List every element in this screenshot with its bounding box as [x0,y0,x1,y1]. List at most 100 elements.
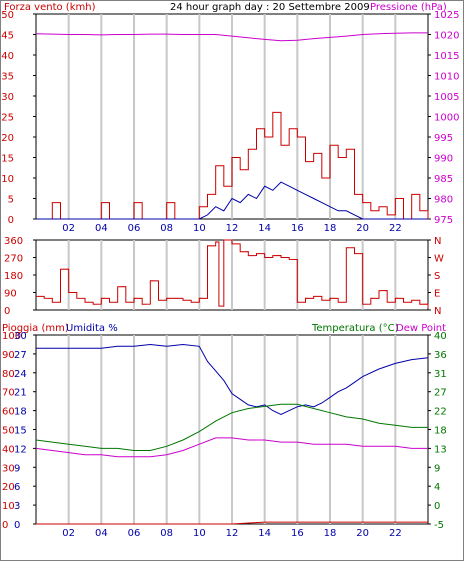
rain-tick-label: 30 [2,463,15,474]
compass-tick-label: W [434,254,444,265]
temperature-axis-title: Temperatura (°C) [311,323,399,334]
wind-tick-label: 40 [1,51,14,62]
x-tick-label: 08 [160,223,173,234]
rain-tick-label: 60 [2,407,15,418]
humidity-tick-label: 18 [14,407,27,418]
series-line-raffica [36,181,428,220]
pressure-tick-label: 975 [434,215,453,226]
humidity-tick-label: 12 [14,444,27,455]
humidity-tick-label: 24 [14,369,27,380]
humidity-tick-label: 9 [14,463,20,474]
compass-tick-label: S [434,271,440,282]
rain-tick-label: 40 [2,444,15,455]
wind-tick-label: 25 [1,113,14,124]
x-tick-label: 10 [193,528,206,539]
x-tick-label: 02 [62,528,75,539]
pressure-tick-label: 1010 [434,72,459,83]
x-tick-label: 20 [356,223,369,234]
x-tick-label: 06 [128,528,141,539]
pressure-tick-label: 1020 [434,31,459,42]
series-line-pressione-hpa- [35,32,428,42]
pressure-tick-label: 1005 [434,92,459,103]
x-tick-label: 16 [291,528,304,539]
humidity-axis-title: Umidita % [66,323,118,334]
series-line-umidita- [36,343,429,415]
rain-tick-label: 10 [2,501,15,512]
dewpoint-axis-title: Dew Point [396,323,446,334]
rain-tick-label: 70 [2,388,15,399]
direction-tick-label: 0 [4,306,10,317]
x-tick-label: 10 [193,223,206,234]
x-tick-label: 04 [95,528,108,539]
rain-tick-label: 100 [2,331,21,342]
temperature-tick-label: 36 [434,350,447,361]
wind-tick-label: 30 [1,92,14,103]
wind-tick-label: 35 [1,72,14,83]
direction-tick-label: 90 [4,289,17,300]
x-tick-label: 04 [95,223,108,234]
wind-tick-label: 20 [1,133,14,144]
temperature-tick-label: 4 [434,482,440,493]
humidity-tick-label: 6 [14,482,20,493]
x-tick-label: 12 [226,223,239,234]
pressure-tick-label: 990 [434,154,453,165]
rain-tick-label: 50 [2,426,15,437]
series-line-direzione-vento [35,239,429,309]
series-line-pioggia-mm- [36,521,428,525]
pressure-tick-label: 980 [434,195,453,206]
compass-tick-label: N [434,236,441,247]
x-tick-label: 02 [62,223,75,234]
pressure-tick-label: 995 [434,133,453,144]
pressure-tick-label: 985 [434,174,453,185]
wind-axis-title: Forza vento (kmh) [4,2,96,13]
wind-tick-label: 50 [1,10,14,21]
temperature-tick-label: 40 [434,331,447,342]
wind-tick-label: 45 [1,31,14,42]
direction-tick-label: 180 [4,271,23,282]
temperature-tick-label: 18 [434,426,447,437]
x-tick-label: 22 [389,528,402,539]
x-tick-label: 08 [160,528,173,539]
pressure-tick-label: 1015 [434,51,459,62]
compass-tick-label: N [434,306,441,317]
wind-tick-label: 10 [1,174,14,185]
rain-axis-title: Pioggia (mm) [2,323,69,334]
humidity-tick-label: 21 [14,388,27,399]
temperature-tick-label: 27 [434,388,447,399]
temperature-tick-label: -5 [434,520,444,531]
humidity-tick-label: 15 [14,426,27,437]
compass-tick-label: E [434,289,440,300]
x-tick-label: 18 [324,528,337,539]
chart-title: 24 hour graph day : 20 Settembre 2009 [170,2,370,13]
x-tick-label: 14 [258,528,271,539]
rain-tick-label: 0 [2,520,8,531]
x-tick-label: 18 [324,223,337,234]
x-tick-label: 06 [128,223,141,234]
direction-tick-label: 360 [4,236,23,247]
humidity-tick-label: 0 [14,520,20,531]
pressure-tick-label: 1025 [434,10,459,21]
humidity-tick-label: 3 [14,501,20,512]
wind-tick-label: 5 [8,195,14,206]
rain-tick-label: 80 [2,369,15,380]
temperature-tick-label: 31 [434,369,447,380]
rain-tick-label: 90 [2,350,15,361]
temperature-tick-label: 9 [434,463,440,474]
x-tick-label: 20 [356,528,369,539]
series-line-temperatura-c- [35,403,428,451]
rain-tick-label: 20 [2,482,15,493]
x-tick-label: 22 [389,223,402,234]
series-line-dew-point [35,437,428,458]
x-tick-label: 16 [291,223,304,234]
pressure-tick-label: 1000 [434,113,459,124]
humidity-tick-label: 30 [14,331,27,342]
wind-tick-label: 15 [1,154,14,165]
temperature-tick-label: 0 [434,501,440,512]
wind-tick-label: 0 [8,215,14,226]
direction-tick-label: 270 [4,254,23,265]
x-tick-label: 14 [258,223,271,234]
series-line-forza-vento-kmh- [36,111,429,220]
temperature-tick-label: 13 [434,444,447,455]
